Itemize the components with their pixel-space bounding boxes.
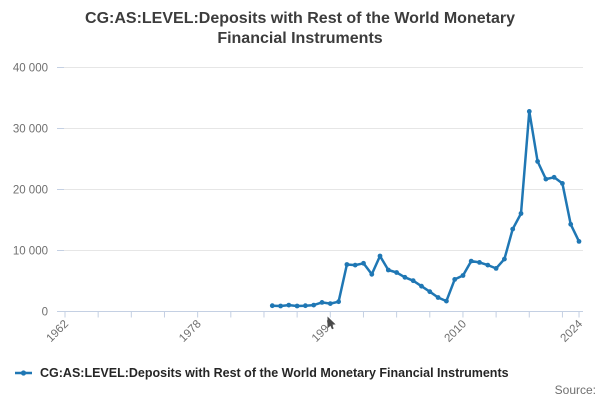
data-point[interactable] xyxy=(576,239,582,244)
data-point[interactable] xyxy=(551,174,557,180)
data-point[interactable] xyxy=(468,258,474,264)
data-point[interactable] xyxy=(435,295,441,300)
y-tick-label: 10 000 xyxy=(13,246,48,258)
data-point[interactable] xyxy=(510,226,516,232)
data-point[interactable] xyxy=(410,278,416,284)
x-tick-label: 2010 xyxy=(442,318,469,345)
data-point[interactable] xyxy=(419,283,424,289)
data-point[interactable] xyxy=(535,159,540,164)
legend-item[interactable]: CG:AS:LEVEL:Deposits with Rest of the Wo… xyxy=(14,366,509,380)
data-point[interactable] xyxy=(294,303,300,309)
data-point[interactable] xyxy=(303,303,308,309)
y-tick-label: 40 000 xyxy=(13,63,48,75)
x-tick-label: 2024 xyxy=(559,318,586,345)
chart-title: CG:AS:LEVEL:Deposits with Rest of the Wo… xyxy=(0,9,600,49)
y-tick-label: 30 000 xyxy=(13,124,48,136)
data-point[interactable] xyxy=(460,273,466,278)
data-point[interactable] xyxy=(477,260,482,265)
data-point[interactable] xyxy=(344,262,350,267)
data-point[interactable] xyxy=(560,181,565,186)
data-point[interactable] xyxy=(319,300,325,305)
x-tick-label: 1962 xyxy=(45,318,72,345)
data-point[interactable] xyxy=(543,176,549,182)
series-line[interactable] xyxy=(271,110,581,308)
x-tick-label: 1994 xyxy=(310,318,337,345)
legend-line-icon xyxy=(15,370,32,376)
data-point[interactable] xyxy=(452,277,458,282)
legend-marker xyxy=(20,370,27,376)
data-point[interactable] xyxy=(352,262,358,268)
data-point[interactable] xyxy=(518,211,524,216)
data-point[interactable] xyxy=(269,303,275,309)
legend-label: CG:AS:LEVEL:Deposits with Rest of the Wo… xyxy=(40,366,509,380)
y-tick-label: 20 000 xyxy=(13,185,48,197)
data-point[interactable] xyxy=(444,298,449,304)
data-point[interactable] xyxy=(493,266,499,271)
data-point[interactable] xyxy=(361,260,366,266)
data-point[interactable] xyxy=(385,267,391,273)
data-point[interactable] xyxy=(286,302,292,308)
data-point[interactable] xyxy=(502,256,507,262)
data-point[interactable] xyxy=(394,270,399,275)
data-point[interactable] xyxy=(568,221,574,227)
data-point[interactable] xyxy=(311,302,317,308)
data-point[interactable] xyxy=(402,274,408,280)
data-point[interactable] xyxy=(369,271,375,277)
data-point[interactable] xyxy=(427,289,433,295)
chart-title-line-2: Financial Instruments xyxy=(217,30,383,47)
data-point[interactable] xyxy=(526,109,532,114)
data-point[interactable] xyxy=(327,301,333,306)
source-label: Source: xyxy=(554,383,596,397)
data-point[interactable] xyxy=(377,253,383,259)
chart-title-line-1: CG:AS:LEVEL:Deposits with Rest of the Wo… xyxy=(85,10,515,27)
x-tick-label: 1978 xyxy=(177,318,204,345)
data-point[interactable] xyxy=(336,299,341,305)
data-point[interactable] xyxy=(278,303,283,309)
data-point[interactable] xyxy=(485,262,491,268)
y-tick-label: 0 xyxy=(42,307,48,319)
